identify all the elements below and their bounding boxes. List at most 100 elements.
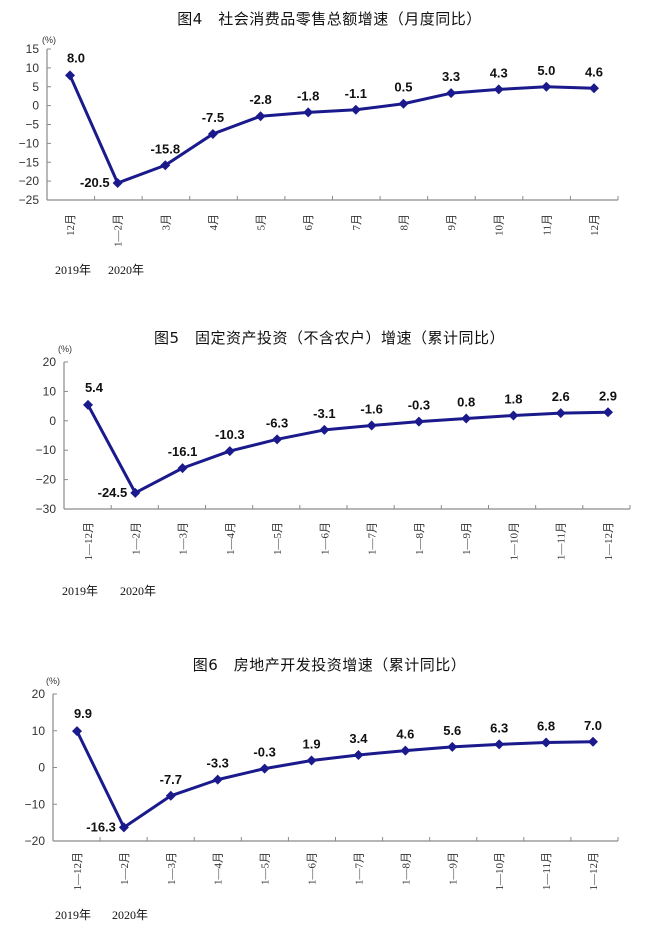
year-label-2019: 2019年 — [55, 263, 92, 277]
data-label: -10.3 — [215, 427, 245, 442]
y-tick-label: −10 — [25, 797, 46, 811]
data-point-marker — [508, 410, 519, 421]
x-tick-label: 11月 — [541, 214, 553, 236]
x-tick-label: 1—11月 — [541, 852, 553, 890]
data-label: 5.4 — [85, 380, 104, 395]
x-tick-label: 1—7月 — [367, 522, 379, 555]
chart-title: 图4 社会消费品零售总额增速（月度同比） — [177, 10, 482, 28]
y-tick-label: 20 — [32, 687, 46, 701]
data-label: -16.1 — [168, 444, 198, 459]
data-point-marker — [589, 83, 599, 94]
data-label: -16.3 — [86, 819, 116, 834]
x-tick-label: 1—3月 — [178, 522, 190, 555]
data-label: 1.8 — [504, 392, 522, 407]
chart-title: 图5 固定资产投资（不含农户）增速（累计同比） — [153, 329, 506, 347]
x-tick-label: 4月 — [208, 214, 220, 231]
x-tick-label: 10月 — [494, 214, 506, 236]
data-point-marker — [303, 107, 314, 118]
y-unit-label: (%) — [46, 676, 60, 686]
y-tick-label: 0 — [32, 99, 39, 113]
x-tick-label: 1—4月 — [213, 852, 225, 885]
data-point-marker — [446, 88, 457, 99]
data-point-marker — [177, 463, 188, 474]
x-tick-label: 5月 — [256, 214, 268, 231]
y-tick-label: −20 — [19, 174, 40, 188]
y-tick-label: −15 — [19, 155, 40, 169]
y-tick-label: −30 — [36, 502, 57, 516]
y-tick-label: 10 — [26, 61, 40, 75]
year-label-2019: 2019年 — [62, 584, 99, 598]
y-tick-label: 10 — [43, 384, 57, 398]
data-point-marker — [319, 424, 330, 435]
x-tick-label: 12月 — [589, 214, 601, 236]
data-point-marker — [130, 487, 141, 498]
y-unit-label: (%) — [58, 344, 72, 354]
data-label: 4.6 — [585, 64, 603, 79]
data-point-marker — [447, 741, 458, 752]
data-point-marker — [398, 98, 409, 109]
data-label: -7.7 — [160, 772, 182, 787]
data-label: -3.1 — [313, 406, 335, 421]
year-label-2019: 2019年 — [55, 908, 92, 922]
year-label-2020: 2020年 — [108, 263, 145, 277]
y-tick-label: −5 — [25, 118, 39, 132]
x-tick-label: 12月 — [65, 214, 77, 236]
data-line — [68, 74, 595, 185]
y-tick-label: −10 — [19, 136, 40, 150]
y-tick-label: 15 — [26, 42, 40, 56]
y-tick-label: −20 — [25, 834, 46, 848]
year-label-2020: 2020年 — [112, 908, 149, 922]
data-point-marker — [65, 70, 75, 81]
data-point-marker — [413, 416, 424, 427]
x-tick-label: 1—12月 — [603, 522, 615, 561]
data-label: -24.5 — [98, 485, 128, 500]
x-tick-label: 1—7月 — [353, 852, 365, 885]
data-point-marker — [72, 726, 82, 737]
data-label: 0.8 — [457, 394, 475, 409]
x-tick-label: 1—10月 — [494, 852, 506, 891]
data-point-marker — [400, 745, 411, 756]
data-point-marker — [306, 755, 317, 766]
data-label: 1.9 — [303, 737, 321, 752]
y-tick-label: −10 — [36, 443, 57, 457]
data-point-marker — [207, 128, 218, 139]
data-point-marker — [493, 84, 504, 95]
y-tick-label: 20 — [43, 355, 57, 369]
data-point-marker — [603, 407, 613, 418]
data-label: 5.0 — [537, 63, 555, 78]
data-label: -1.1 — [345, 86, 367, 101]
x-tick-label: 1—6月 — [319, 522, 331, 555]
x-tick-label: 3月 — [160, 214, 172, 231]
data-label: 3.3 — [442, 69, 460, 84]
data-label: -1.8 — [297, 88, 319, 103]
data-point-marker — [494, 739, 505, 750]
data-label: -0.3 — [408, 398, 430, 413]
year-label-2020: 2020年 — [120, 584, 157, 598]
data-label: 6.3 — [490, 720, 508, 735]
x-tick-label: 8月 — [398, 214, 410, 231]
data-label: 8.0 — [67, 50, 85, 65]
y-tick-label: −25 — [19, 193, 40, 207]
y-tick-label: 0 — [38, 761, 45, 775]
y-tick-label: 0 — [49, 414, 56, 428]
data-label: -15.8 — [150, 141, 180, 156]
x-tick-label: 1—2月 — [113, 214, 125, 247]
x-tick-label: 1—2月 — [130, 522, 142, 555]
data-label: 9.9 — [74, 706, 92, 721]
chart-title: 图6 房地产开发投资增速（累计同比） — [192, 656, 467, 674]
chart-plot: (%)15 10 5 0 −5 −10 −15 −20 −25 12月 1—2月 3月 4月 5月 6月 7月… — [19, 35, 619, 247]
data-point-marker — [160, 160, 171, 171]
data-label: 4.6 — [396, 727, 414, 742]
x-tick-label: 1—5月 — [272, 522, 284, 555]
data-point-marker — [353, 750, 364, 761]
data-label: 3.4 — [349, 731, 368, 746]
x-tick-label: 9月 — [446, 214, 458, 231]
data-point-marker — [165, 790, 176, 801]
data-label: 5.6 — [443, 723, 461, 738]
data-label: -20.5 — [80, 175, 110, 190]
x-tick-label: 1—9月 — [461, 522, 473, 555]
x-tick-label: 1—4月 — [225, 522, 237, 555]
x-tick-label: 1—8月 — [414, 522, 426, 555]
